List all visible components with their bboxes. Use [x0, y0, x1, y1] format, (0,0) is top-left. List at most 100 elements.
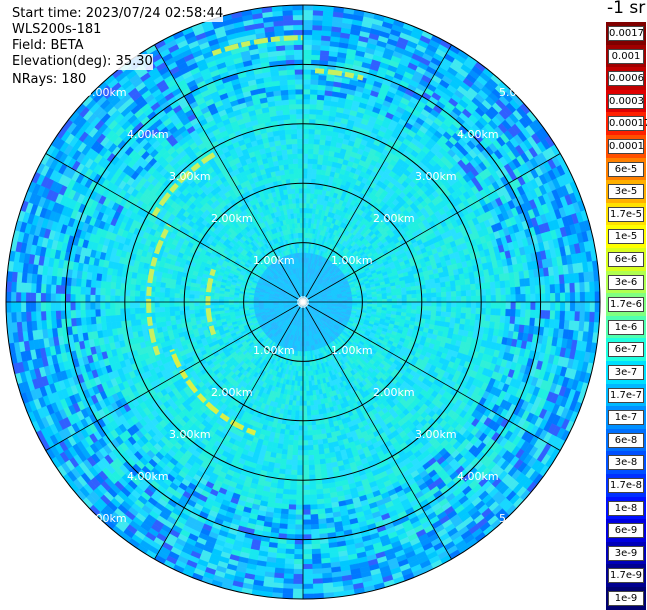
range-gate-cell	[511, 295, 516, 302]
range-gate-cell	[491, 309, 496, 316]
range-gate-cell	[303, 203, 307, 208]
range-gate-cell	[530, 278, 536, 286]
range-gate-cell	[471, 308, 476, 314]
range-gate-cell	[451, 297, 456, 302]
range-gate-cell	[303, 79, 311, 84]
range-gate-cell	[303, 69, 311, 74]
range-gate-cell	[303, 114, 310, 119]
range-gate-cell	[309, 119, 316, 124]
range-gate-cell	[515, 287, 520, 295]
range-gate-cell	[427, 302, 432, 307]
range-gate-cell	[486, 295, 491, 302]
range-gate-cell	[490, 282, 496, 289]
range-gate-cell	[456, 285, 461, 291]
range-gate-cell	[315, 129, 321, 134]
range-gate-cell	[466, 313, 471, 319]
range-gate-cell	[531, 294, 536, 302]
range-gate-cell	[501, 302, 506, 309]
range-gate-cell	[520, 310, 525, 318]
range-gate-cell	[461, 313, 467, 319]
range-gate-cell	[575, 283, 580, 293]
range-gate-cell	[387, 299, 392, 302]
range-gate-cell	[313, 149, 319, 154]
range-gate-cell	[545, 285, 550, 294]
range-gate-cell	[303, 193, 307, 198]
range-gate-cell	[412, 302, 417, 306]
range-gate-cell	[417, 298, 422, 302]
range-gate-cell	[595, 302, 600, 312]
range-gate-cell	[520, 287, 525, 295]
range-gate-cell	[471, 296, 476, 302]
range-gate-cell	[397, 305, 402, 309]
range-gate-cell	[501, 309, 506, 316]
range-gate-cell	[445, 317, 451, 323]
range-gate-cell	[313, 159, 318, 164]
range-gate-cell	[437, 297, 442, 302]
range-gate-cell	[461, 308, 466, 314]
range-gate-cell	[303, 10, 313, 15]
range-gate-cell	[308, 159, 313, 164]
range-gate-cell	[445, 281, 451, 287]
range-gate-cell	[476, 290, 481, 296]
range-gate-cell	[397, 302, 402, 306]
range-gate-cell	[456, 297, 461, 303]
range-gate-cell	[312, 55, 321, 60]
range-gate-cell	[402, 298, 407, 302]
range-gate-cell	[441, 307, 446, 312]
range-gate-cell	[545, 302, 550, 311]
range-gate-cell	[303, 20, 313, 25]
range-gate-cell	[308, 154, 313, 159]
range-gate-cell	[303, 198, 307, 203]
range-gate-cell	[303, 183, 307, 188]
range-gate-cell	[309, 139, 315, 144]
range-gate-cell	[303, 64, 311, 69]
range-gate-cell	[318, 80, 326, 86]
range-gate-cell	[319, 149, 325, 155]
range-gate-cell	[496, 288, 501, 295]
range-gate-cell	[526, 294, 531, 302]
range-gate-cell	[555, 293, 560, 302]
range-gate-cell	[303, 25, 313, 30]
range-gate-cell	[317, 100, 324, 106]
range-gate-cell	[496, 302, 501, 309]
range-gate-cell	[377, 299, 382, 302]
range-gate-cell	[485, 282, 491, 289]
range-gate-cell	[585, 312, 590, 322]
range-gate-cell	[308, 149, 314, 154]
range-gate-cell	[485, 315, 491, 322]
range-gate-cell	[303, 84, 311, 89]
range-gate-cell	[392, 295, 397, 299]
range-gate-cell	[362, 298, 367, 300]
range-gate-cell	[303, 173, 308, 178]
range-gate-cell	[435, 283, 441, 288]
range-gate-cell	[466, 290, 471, 296]
range-gate-cell	[541, 302, 546, 311]
range-gate-cell	[506, 309, 511, 316]
range-gate-cell	[303, 154, 308, 159]
range-gate-cell	[303, 188, 307, 193]
range-gate-cell	[412, 298, 417, 302]
range-gate-cell	[490, 315, 496, 322]
range-gate-cell	[407, 294, 412, 298]
range-gate-cell	[303, 5, 313, 10]
range-gate-cell	[303, 149, 308, 154]
range-gate-cell	[387, 302, 392, 305]
range-gate-cell	[310, 84, 318, 89]
range-gate-cell	[317, 164, 322, 170]
range-gate-cell	[303, 163, 308, 168]
range-gate-cell	[530, 310, 535, 318]
range-gate-cell	[526, 302, 531, 310]
range-gate-cell	[511, 302, 516, 309]
range-gate-cell	[303, 60, 312, 65]
range-gate-cell	[520, 279, 526, 287]
range-gate-cell	[510, 280, 516, 288]
range-gate-cell	[442, 297, 447, 302]
range-gate-cell	[545, 311, 550, 320]
range-gate-cell	[441, 287, 446, 292]
range-gate-cell	[314, 139, 320, 145]
range-gate-cell	[565, 293, 570, 302]
range-gate-cell	[311, 188, 315, 193]
range-gate-cell	[496, 295, 501, 302]
range-gate-cell	[303, 139, 309, 144]
range-gate-cell	[387, 305, 392, 308]
